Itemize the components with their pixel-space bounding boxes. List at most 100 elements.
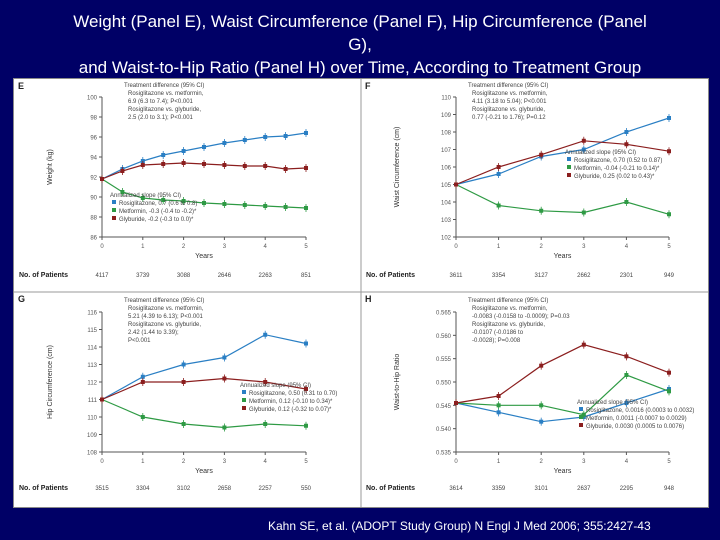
panel-h-series-metformin-point	[539, 403, 544, 408]
panel-f-series-glyburide-point	[667, 149, 671, 154]
panel-e-series-metformin-point	[140, 196, 145, 200]
figure-panels: E 100 98 96 94 92 90 88 86 0 1 2 3 4 5 Years Weight (kg)…	[13, 78, 709, 508]
panel-f-series-metformin-point	[624, 200, 629, 204]
panel-h-y-tick-label: 0.545	[436, 404, 452, 410]
panel-e-y-tick-label: 94	[90, 156, 97, 162]
panel-h-series-rosiglitazone-line	[455, 388, 670, 423]
panel-f-x-axis-label: Years	[554, 253, 572, 260]
panel-e-patients-label: No. of Patients	[19, 272, 68, 279]
panel-g-series-glyburide-point	[222, 376, 227, 381]
panel-h-patients-count: 3614	[449, 486, 463, 492]
panel-f-slope-text: Rosiglitazone, 0.70 (0.52 to 0.87)	[574, 158, 662, 164]
panel-g-letter: G	[18, 294, 25, 304]
title-line-3: and Waist-to-Hip Ratio (Panel H) over Ti…	[78, 58, 642, 77]
panel-e-difference-text: Treatment difference (95% CI)	[124, 83, 204, 89]
panel-h-slope-text: Rosiglitazone, 0.0016 (0.0003 to 0.0032)	[586, 408, 694, 414]
panel-e-x-tick-label: 2	[182, 244, 186, 250]
panel-e-y-tick-label: 100	[87, 96, 98, 102]
panel-f-y-tick-label: 108	[441, 131, 452, 137]
panel-g-x-tick-label: 1	[141, 459, 145, 465]
panel-e-x-axis-label: Years	[195, 253, 213, 260]
panel-h-series-metformin-point	[581, 412, 586, 417]
panel-h-series-rosiglitazone-point	[496, 410, 501, 415]
panel-e-series-glyburide-point	[140, 163, 145, 167]
panel-h-patients-count: 3359	[492, 486, 506, 492]
panel-f-x-tick-label: 0	[454, 244, 458, 250]
panel-e-series-rosiglitazone-point	[242, 138, 247, 142]
panel-f-slope-text: Glyburide, 0.25 (0.02 to 0.43)*	[574, 174, 655, 180]
panel-f-slope-text: Metformin, -0.04 (-0.21 to 0.14)*	[574, 166, 660, 172]
panel-e-series-metformin-point	[304, 206, 308, 210]
panel-h-letter: H	[365, 294, 372, 304]
panel-g-x-axis-label: Years	[195, 468, 213, 475]
panel-h-x-tick-label: 2	[540, 459, 544, 465]
panel-e-difference-text: 6.9 (6.3 to 7.4); P<0.001	[128, 99, 194, 105]
panel-e-series-glyburide-point	[100, 177, 104, 181]
panel-g-patients-count: 3102	[177, 486, 191, 492]
panel-h-x-tick-label: 1	[497, 459, 501, 465]
panel-g-legend-swatch-metformin	[242, 398, 246, 402]
panel-h-patients-count: 2295	[620, 486, 634, 492]
panel-e-x-tick-label: 1	[141, 244, 145, 250]
panel-e-legend-swatch-rosiglitazone	[112, 200, 116, 204]
panel-g-x-tick-label: 0	[100, 459, 104, 465]
panel-h-series-glyburide-point	[539, 363, 544, 368]
panel-h-slope-text: Metformin, 0.0011 (-0.0007 to 0.0029)	[586, 416, 687, 422]
panel-e-slope-text: Metformin, -0.3 (-0.4 to -0.2)*	[119, 209, 197, 215]
panel-h-y-tick-label: 0.565	[436, 311, 452, 317]
panel-f-patients-count: 3127	[535, 273, 549, 279]
panel-f-y-tick-label: 102	[441, 236, 452, 242]
panel-h-x-tick-label: 3	[582, 459, 586, 465]
panel-e-series-metformin-point	[181, 199, 186, 203]
panel-g-patients-count: 3515	[95, 486, 109, 492]
panel-f-x-tick-label: 5	[667, 244, 671, 250]
panel-f-legend-swatch-metformin	[567, 165, 571, 169]
panel-f-series-glyburide-point	[539, 152, 544, 157]
panel-e-series-metformin-point	[120, 190, 125, 194]
panel-h-y-tick-label: 0.540	[436, 427, 452, 433]
panel-f-x-tick-label: 4	[625, 244, 629, 250]
panel-f-series-metformin-point	[496, 203, 501, 208]
panel-f-series-glyburide-point	[496, 165, 501, 169]
panel-g-y-tick-label: 114	[87, 346, 97, 352]
panel-f-series-rosiglitazone-point	[581, 147, 586, 152]
panel-g-series-metformin-line	[101, 398, 307, 429]
panel-g-difference-text: 5.21 (4.39 to 6.13); P<0.001	[128, 314, 204, 320]
panel-e-series-rosiglitazone-point	[222, 141, 227, 145]
panel-f-series-glyburide-point	[454, 182, 458, 187]
panel-e-patients-count: 3739	[136, 273, 150, 279]
panel-f-series-rosiglitazone-point	[667, 116, 671, 120]
panel-g-series-rosiglitazone-point	[140, 374, 145, 379]
panel-e-y-axis-label: Weight (kg)	[47, 149, 54, 185]
panel-e-series-glyburide-point	[222, 163, 227, 167]
panel-e-y-tick-label: 86	[90, 236, 97, 242]
panel-g-y-tick-label: 110	[87, 416, 97, 422]
panel-g-y-axis-label: Hip Circumference (cm)	[47, 345, 54, 419]
panel-e-legend-swatch-glyburide	[112, 216, 116, 220]
panel-g-y-tick-label: 115	[87, 328, 97, 334]
panel-f-series-glyburide-point	[581, 138, 586, 143]
panel-f-series-metformin-point	[539, 208, 544, 213]
panel-h-slope-text: Glyburide, 0.0030 (0.0005 to 0.0076)	[586, 424, 684, 430]
panel-e-series-metformin-point	[283, 205, 288, 209]
panel-f-difference-text: Rosiglitazone vs. glyburide,	[472, 107, 545, 113]
panel-h-difference-text: -0.0028); P=0.008	[472, 338, 521, 344]
panel-e-x-tick-label: 0	[100, 244, 104, 250]
panel-h-series-glyburide-point	[496, 394, 501, 398]
panel-f-series-metformin-line	[455, 183, 670, 215]
panel-g-slope-text: Glyburide, 0.12 (-0.32 to 0.07)*	[249, 407, 332, 413]
panel-h-series-glyburide-point	[624, 354, 629, 359]
panel-h-legend-swatch-rosiglitazone	[579, 407, 583, 411]
panel-g-difference-text: Treatment difference (95% CI)	[124, 298, 204, 304]
panel-g-series-metformin-point	[263, 422, 268, 426]
panel-g-series-metformin-point	[222, 425, 227, 430]
panel-f-slope-text: Annualized slope (95% CI)	[565, 150, 636, 156]
title-line-2: G),	[348, 35, 372, 54]
panel-e-slope-text: Rosiglitazone, 0.7 (0.6 to 0.8)	[119, 201, 197, 207]
panel-g-series-metformin-point	[181, 422, 186, 426]
panel-g-series-glyburide-point	[100, 397, 104, 402]
panel-h-series-metformin-point	[496, 403, 501, 408]
panel-h-x-tick-label: 0	[454, 459, 458, 465]
panel-h-series-metformin-line	[455, 374, 670, 416]
